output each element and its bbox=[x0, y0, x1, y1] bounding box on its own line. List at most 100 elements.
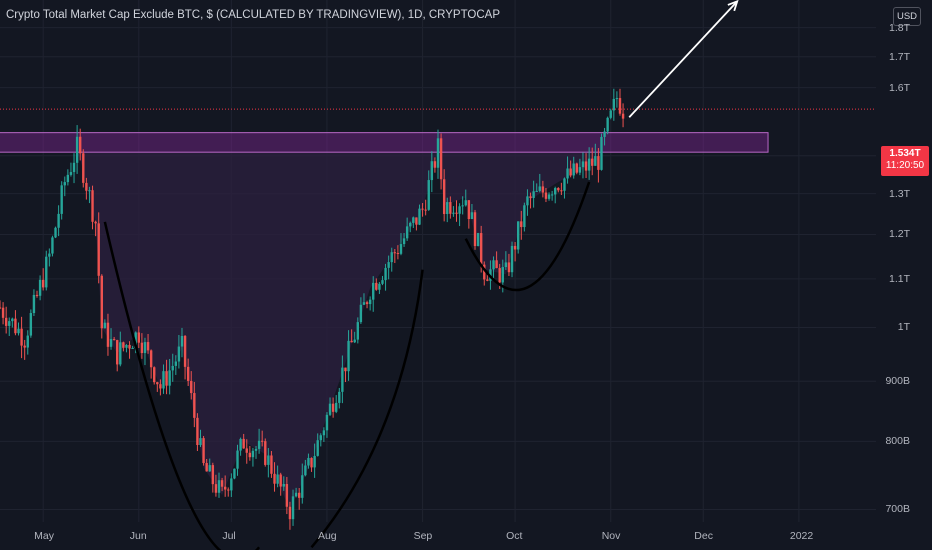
candle-body bbox=[29, 313, 33, 336]
candle-body bbox=[520, 221, 523, 228]
candle-body bbox=[412, 217, 415, 223]
candle-body bbox=[100, 275, 103, 329]
candle-body bbox=[319, 435, 322, 441]
candle-body bbox=[544, 192, 548, 199]
candle-body bbox=[162, 371, 165, 389]
candle-body bbox=[313, 455, 316, 468]
candle-body bbox=[452, 212, 455, 214]
candle-body bbox=[442, 179, 446, 215]
candle-body bbox=[461, 205, 464, 207]
drawing-layer bbox=[0, 0, 876, 550]
candle-body bbox=[276, 474, 279, 484]
candle-body bbox=[486, 279, 489, 281]
candle-body bbox=[591, 158, 594, 166]
candle-body bbox=[606, 117, 609, 132]
candle-body bbox=[560, 190, 563, 192]
candle-body bbox=[72, 162, 76, 173]
candle-body bbox=[467, 200, 471, 220]
candle-body bbox=[165, 371, 168, 386]
candle-body bbox=[325, 414, 329, 431]
candle-body bbox=[125, 344, 128, 348]
candle-body bbox=[483, 264, 486, 280]
candle-body bbox=[119, 342, 122, 365]
y-tick-label: 1.6T bbox=[888, 81, 910, 94]
candle-body bbox=[430, 161, 434, 181]
candle-body bbox=[109, 339, 113, 347]
candle-body bbox=[149, 350, 153, 368]
candle-body bbox=[621, 113, 625, 119]
y-tick-label: 1.1T bbox=[888, 272, 910, 285]
candle-body bbox=[359, 304, 363, 323]
candle-body bbox=[328, 403, 332, 415]
candle-body bbox=[168, 370, 171, 386]
candle-body bbox=[446, 202, 449, 215]
candle-body bbox=[285, 484, 289, 507]
candle-body bbox=[257, 440, 261, 449]
candle-body bbox=[233, 468, 236, 479]
candle-body bbox=[322, 430, 326, 436]
candle-body bbox=[557, 188, 560, 191]
x-tick-label: Dec bbox=[694, 530, 713, 542]
candle-body bbox=[51, 237, 54, 254]
candle-body bbox=[294, 492, 298, 497]
candle-body bbox=[106, 322, 110, 347]
candle-body bbox=[409, 222, 412, 227]
candle-body bbox=[350, 340, 353, 343]
candle-body bbox=[581, 161, 585, 168]
candle-body bbox=[353, 339, 356, 343]
candle-body bbox=[421, 208, 424, 210]
candle-body bbox=[356, 322, 360, 340]
y-tick-label: 1.3T bbox=[888, 187, 910, 200]
candle-body bbox=[180, 335, 184, 347]
candle-body bbox=[0, 307, 2, 309]
candle-body bbox=[375, 282, 378, 290]
candle-body bbox=[91, 190, 94, 222]
candle-body bbox=[335, 402, 338, 412]
candle-body bbox=[538, 186, 541, 191]
candle-body bbox=[507, 262, 511, 273]
candle-body bbox=[88, 190, 91, 192]
candle-body bbox=[458, 206, 461, 214]
left-cup-curve bbox=[103, 221, 261, 550]
candle-body bbox=[566, 168, 569, 179]
x-tick-label: Jul bbox=[222, 530, 236, 542]
candle-body bbox=[128, 344, 131, 349]
candle-body bbox=[307, 457, 310, 466]
resistance-zone bbox=[0, 132, 769, 153]
candle-body bbox=[510, 245, 514, 273]
x-tick-label: Jun bbox=[129, 530, 147, 542]
candle-body bbox=[159, 384, 162, 389]
candle-body bbox=[267, 455, 270, 465]
candle-body bbox=[424, 209, 427, 211]
last-price-tag: 1.534T 11:20:50 bbox=[881, 146, 929, 176]
candle-body bbox=[554, 188, 557, 195]
candle-body bbox=[242, 438, 245, 449]
candle-body bbox=[60, 185, 63, 214]
candle-body bbox=[344, 367, 347, 372]
candle-body bbox=[575, 163, 579, 173]
candle-body bbox=[156, 382, 159, 385]
candle-body bbox=[183, 335, 187, 367]
candle-body bbox=[381, 280, 384, 284]
currency-badge[interactable]: USD bbox=[893, 7, 921, 26]
candle-body bbox=[418, 208, 421, 225]
candle-body bbox=[402, 238, 406, 245]
candle-body bbox=[270, 455, 273, 474]
candle-body bbox=[390, 252, 393, 263]
candle-body bbox=[584, 161, 588, 171]
candle-body bbox=[260, 440, 264, 442]
candle-body bbox=[220, 480, 224, 487]
candle-body bbox=[239, 438, 242, 451]
candle-body bbox=[341, 367, 344, 392]
chart-title: Crypto Total Market Cap Exclude BTC, $ (… bbox=[6, 9, 501, 21]
candle-body bbox=[603, 131, 606, 137]
candle-body bbox=[254, 448, 258, 451]
candle-body bbox=[439, 138, 443, 180]
candle-body bbox=[609, 110, 612, 118]
bar-countdown: 11:20:50 bbox=[885, 160, 925, 171]
candle-body bbox=[11, 318, 14, 322]
candle-body bbox=[23, 345, 26, 348]
candle-body bbox=[35, 294, 39, 296]
candle-body bbox=[513, 245, 517, 250]
